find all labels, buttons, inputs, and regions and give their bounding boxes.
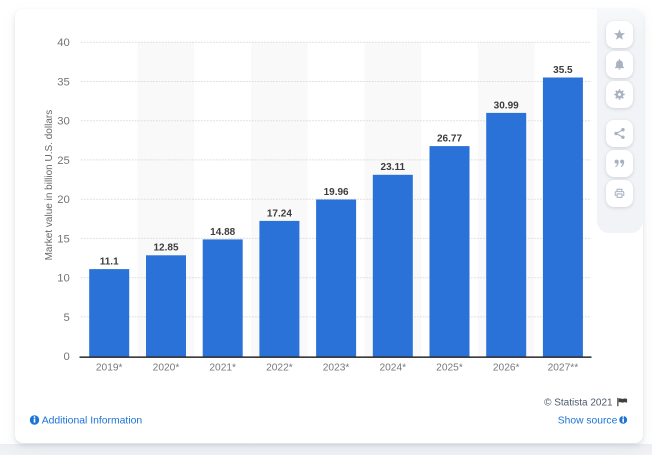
svg-text:2027**: 2027**: [548, 363, 579, 374]
svg-text:2021*: 2021*: [209, 363, 236, 374]
svg-text:2023*: 2023*: [323, 363, 350, 374]
svg-text:23.11: 23.11: [381, 162, 406, 173]
svg-text:Show source: Show source: [558, 415, 618, 426]
svg-text:19.96: 19.96: [324, 187, 349, 198]
svg-text:5: 5: [64, 312, 70, 324]
svg-text:40: 40: [57, 37, 70, 49]
svg-text:35.5: 35.5: [553, 65, 573, 76]
svg-text:10: 10: [57, 273, 70, 285]
svg-text:Additional Information: Additional Information: [42, 415, 143, 426]
svg-text:20: 20: [57, 194, 70, 206]
svg-text:12.85: 12.85: [153, 243, 178, 254]
svg-text:2019*: 2019*: [96, 363, 123, 374]
svg-text:© Statista 2021: © Statista 2021: [544, 398, 613, 409]
svg-text:2020*: 2020*: [153, 363, 180, 374]
svg-text:2024*: 2024*: [379, 363, 406, 374]
svg-text:30: 30: [57, 116, 70, 128]
svg-text:14.88: 14.88: [210, 227, 235, 238]
svg-text:2025*: 2025*: [436, 363, 463, 374]
svg-text:11.1: 11.1: [100, 257, 119, 268]
svg-text:15: 15: [57, 233, 70, 245]
svg-text:2022*: 2022*: [266, 363, 293, 374]
svg-text:Market value in billion U.S. d: Market value in billion U.S. dollars: [44, 110, 55, 261]
svg-text:2026*: 2026*: [493, 363, 520, 374]
svg-text:17.24: 17.24: [267, 208, 292, 219]
svg-text:30.99: 30.99: [494, 100, 519, 111]
svg-text:26.77: 26.77: [437, 134, 462, 145]
svg-text:0: 0: [64, 351, 70, 363]
svg-text:25: 25: [57, 155, 70, 167]
svg-text:35: 35: [57, 76, 70, 88]
